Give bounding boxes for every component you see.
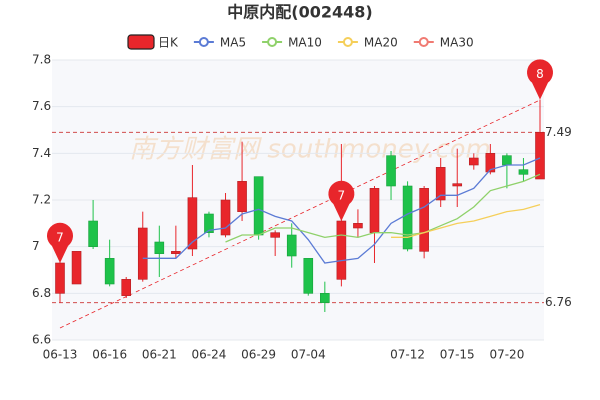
candle-body xyxy=(71,251,82,285)
legend-dot xyxy=(342,37,353,47)
candle-body xyxy=(502,155,512,166)
candle-body xyxy=(419,188,429,252)
pin-marker xyxy=(328,180,355,221)
x-tick-label: 06-29 xyxy=(241,348,276,362)
candle-body xyxy=(204,213,214,233)
ma-line xyxy=(225,173,541,243)
watermark: 南方财富网 southmoney.com xyxy=(129,135,491,165)
trend-line xyxy=(59,99,541,329)
chart-title: 中原内配(002448) xyxy=(227,3,372,22)
ma-line xyxy=(142,157,541,264)
pin-marker xyxy=(47,222,73,263)
x-tick-label: 07-20 xyxy=(489,348,524,362)
legend-label: MA20 xyxy=(364,36,398,50)
legend-label: MA5 xyxy=(220,36,246,50)
legend-swatch xyxy=(127,34,155,50)
legend-dot xyxy=(418,37,429,47)
candle-body xyxy=(137,227,148,280)
candle-body xyxy=(435,167,446,201)
candle-body xyxy=(270,232,280,238)
y-tick-label: 6.6 xyxy=(32,333,51,347)
pin-marker xyxy=(527,59,553,100)
candle-body xyxy=(468,157,479,166)
candle-body xyxy=(336,220,347,280)
candle-body xyxy=(171,251,181,254)
candle-body xyxy=(237,181,247,212)
x-tick-label: 06-13 xyxy=(43,348,78,362)
candle-body xyxy=(220,199,231,236)
y-tick-label: 7.4 xyxy=(32,146,51,160)
x-tick-label: 07-04 xyxy=(291,348,326,362)
candle-body xyxy=(402,185,413,250)
candle-body xyxy=(253,176,264,236)
candle-body xyxy=(121,279,132,296)
pin-label: 7 xyxy=(56,231,64,245)
candle-body xyxy=(535,132,545,180)
y-tick-label: 7.2 xyxy=(32,193,51,207)
legend-label: 日K xyxy=(158,36,179,50)
candle-body xyxy=(369,188,380,233)
candle-body xyxy=(154,241,165,254)
candle-body xyxy=(187,197,198,250)
candle-body xyxy=(353,223,363,229)
legend-dot xyxy=(267,37,278,47)
ma-line xyxy=(391,204,541,238)
y-tick-label: 7.8 xyxy=(32,53,51,67)
y-tick-label: 7.6 xyxy=(32,99,51,113)
candle-body xyxy=(303,258,314,294)
candle-body xyxy=(286,234,297,257)
candle-body xyxy=(104,258,115,285)
legend-dot xyxy=(198,37,209,47)
candle-body xyxy=(88,220,98,247)
x-tick-label: 06-24 xyxy=(192,348,227,362)
pin-label: 7 xyxy=(338,189,346,203)
x-tick-label: 06-21 xyxy=(142,348,177,362)
legend: 日K MA5 MA10 MA20 MA30 xyxy=(127,34,474,50)
reference-label: 7.49 xyxy=(545,125,572,139)
pin-label: 8 xyxy=(536,67,544,81)
y-tick-label: 7 xyxy=(32,239,40,253)
candle-body xyxy=(55,262,65,294)
candle-body xyxy=(320,293,330,303)
reference-label: 6.76 xyxy=(545,295,572,309)
x-tick-label: 07-12 xyxy=(390,348,425,362)
x-tick-label: 07-15 xyxy=(440,348,475,362)
candle-body xyxy=(518,169,529,175)
candle-body xyxy=(485,153,496,173)
legend-label: MA30 xyxy=(440,36,474,50)
candle-body xyxy=(452,183,463,187)
candle-body xyxy=(386,155,396,187)
y-tick-label: 6.8 xyxy=(32,286,51,300)
legend-label: MA10 xyxy=(288,36,322,50)
x-tick-label: 06-16 xyxy=(92,348,127,362)
